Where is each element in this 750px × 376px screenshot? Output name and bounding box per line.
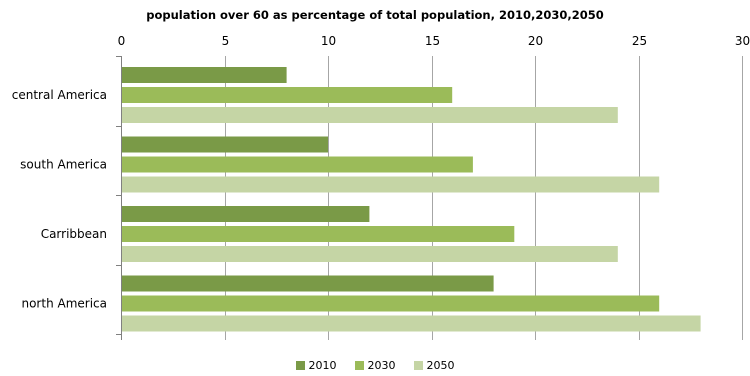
legend-label: 2030 [367,359,396,372]
bar-2010 [122,275,494,292]
x-tick-label: 0 [118,34,126,48]
bar-2010 [122,67,287,83]
category-labels: central America south America Carribbean no… [12,88,107,311]
x-tick-label: 15 [425,34,440,48]
category-label: south America [20,158,107,172]
bars [122,67,701,332]
legend-swatch [354,361,364,370]
x-tick-label: 10 [321,34,336,48]
bar-2050 [122,315,701,332]
category-label: central America [12,88,107,102]
legend-swatch [413,361,423,370]
x-tick-label: 30 [735,34,750,48]
bar-2030 [122,87,453,103]
bar-2030 [122,295,660,312]
legend-item: 2010 [295,359,337,372]
category-label: north America [21,297,107,311]
legend-label: 2010 [308,359,337,372]
bar-2030 [122,156,473,173]
x-axis: 0 5 10 15 20 25 30 [118,34,750,48]
chart-title: population over 60 as percentage of tota… [146,8,604,22]
bar-2050 [122,176,660,193]
bar-2050 [122,246,618,262]
x-tick-label: 20 [528,34,543,48]
bar-2010 [122,136,328,153]
x-tick-label: 5 [222,34,230,48]
legend-item: 2030 [354,359,396,372]
gridlines [116,56,743,340]
category-label: Carribbean [41,227,107,241]
legend-item: 2050 [413,359,455,372]
legend-swatch [295,361,305,370]
x-tick-label: 25 [632,34,647,48]
legend: 2010 2030 2050 [0,359,750,372]
legend-label: 2050 [426,359,455,372]
bar-2050 [122,107,618,123]
bar-2030 [122,226,515,242]
bar-2010 [122,206,370,222]
